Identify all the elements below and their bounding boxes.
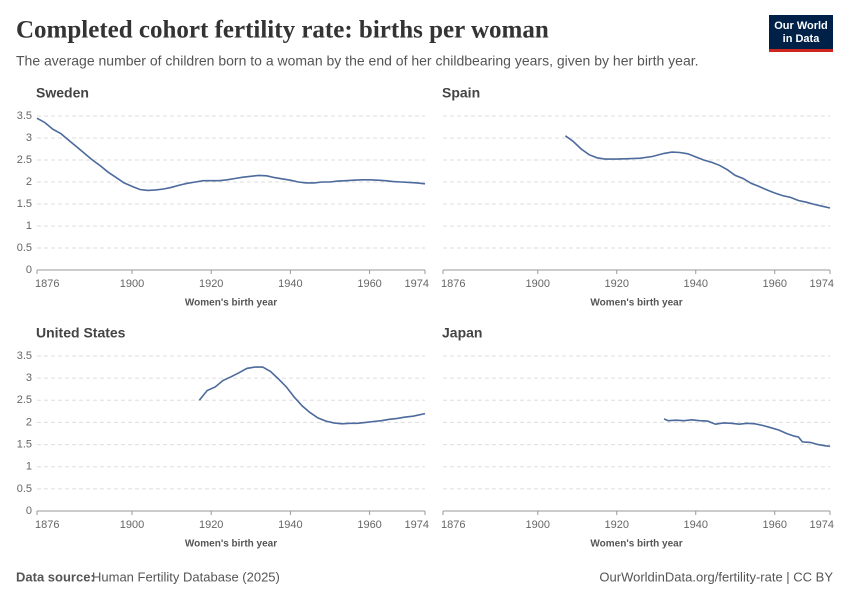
y-tick-label: 2 [26, 416, 32, 428]
source-label: Data source: [16, 569, 95, 584]
x-tick-label: 1940 [683, 278, 707, 290]
logo-text: Our World [774, 20, 828, 32]
x-tick-label: 1960 [357, 278, 381, 290]
y-tick-label: 0 [26, 264, 32, 276]
x-axis-label: Women's birth year [590, 539, 682, 550]
x-tick-label: 1900 [120, 278, 144, 290]
x-tick-label: 1876 [35, 278, 59, 290]
panel-title: Japan [442, 325, 482, 341]
x-tick-label: 1940 [278, 519, 302, 531]
x-tick-label: 1920 [199, 519, 223, 531]
y-tick-label: 2.5 [17, 154, 32, 166]
y-tick-label: 3.5 [17, 350, 32, 362]
chart-title: Completed cohort fertility rate: births … [16, 17, 549, 44]
data-line [663, 418, 831, 448]
x-tick-label: 1960 [762, 278, 786, 290]
y-tick-label: 1.5 [17, 198, 32, 210]
y-tick-label: 1.5 [17, 438, 32, 450]
x-tick-label: 1920 [605, 278, 629, 290]
panel-title: Sweden [36, 85, 89, 101]
x-axis-label: Women's birth year [590, 298, 682, 309]
x-tick-label: 1876 [441, 278, 465, 290]
logo-box [769, 15, 833, 51]
x-tick-label: 1900 [526, 278, 550, 290]
y-tick-label: 0.5 [17, 242, 32, 254]
x-tick-label: 1876 [441, 519, 465, 531]
x-tick-label: 1974 [810, 519, 834, 531]
data-line [564, 135, 831, 209]
x-tick-label: 1960 [762, 519, 786, 531]
x-tick-label: 1974 [810, 278, 834, 290]
x-tick-label: 1900 [120, 519, 144, 531]
data-line [198, 366, 426, 425]
x-tick-label: 1876 [35, 519, 59, 531]
x-tick-label: 1940 [278, 278, 302, 290]
x-tick-label: 1960 [357, 519, 381, 531]
y-tick-label: 2 [26, 176, 32, 188]
x-tick-label: 1920 [605, 519, 629, 531]
y-tick-label: 0 [26, 505, 32, 517]
y-tick-label: 3 [26, 372, 32, 384]
y-tick-label: 2.5 [17, 394, 32, 406]
x-tick-label: 1920 [199, 278, 223, 290]
panel-title: United States [36, 325, 126, 341]
y-tick-label: 3 [26, 132, 32, 144]
url[interactable]: OurWorldinData.org/fertility-rate | CC B… [599, 569, 833, 584]
x-tick-label: 1900 [526, 519, 550, 531]
y-tick-label: 3.5 [17, 110, 32, 122]
x-tick-label: 1940 [683, 519, 707, 531]
y-tick-label: 0.5 [17, 483, 32, 495]
logo-text: in Data [783, 33, 821, 45]
x-tick-label: 1974 [405, 519, 429, 531]
x-tick-label: 1974 [405, 278, 429, 290]
y-tick-label: 1 [26, 220, 32, 232]
x-axis-label: Women's birth year [185, 539, 277, 550]
chart-subtitle: The average number of children born to a… [16, 53, 699, 69]
data-line [36, 117, 426, 192]
logo-underline [769, 49, 833, 52]
x-axis-label: Women's birth year [185, 298, 277, 309]
source: Human Fertility Database (2025) [92, 569, 280, 584]
y-tick-label: 1 [26, 461, 32, 473]
panel-title: Spain [442, 85, 480, 101]
logo[interactable]: Our World in Data [769, 15, 833, 52]
